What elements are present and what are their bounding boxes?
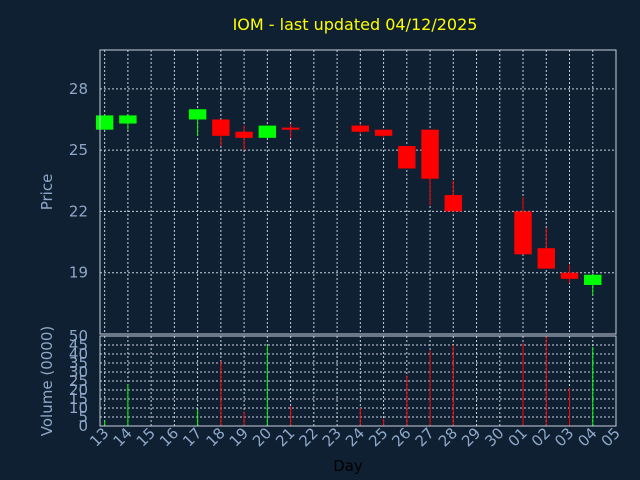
price-axis-label: Price <box>38 174 56 211</box>
volume-tick-label: 50 <box>69 327 88 345</box>
candle-body <box>374 129 393 136</box>
candle-body <box>188 109 207 120</box>
candle <box>398 146 416 169</box>
volume-tick-label: 40 <box>69 345 88 363</box>
price-grid <box>100 50 617 334</box>
candle-body <box>351 125 370 132</box>
price-ticks: 19 22 25 28 <box>69 80 88 282</box>
x-tick-label: 05 <box>598 424 624 450</box>
candle <box>351 123 370 134</box>
volume-tick-label: 0 <box>78 417 88 435</box>
volume-tick-label: 5 <box>78 408 88 426</box>
volume-tick-label: 35 <box>69 354 88 372</box>
volume-bars <box>104 336 594 426</box>
volume-grid <box>100 335 617 427</box>
candle <box>95 115 114 130</box>
candle-body <box>119 115 137 124</box>
x-ticks: 1314151617181920212223242526272829300102… <box>86 424 624 450</box>
candle-body <box>444 195 463 212</box>
candle <box>537 227 555 269</box>
price-tick-label: 19 <box>69 264 88 282</box>
candle <box>119 115 137 130</box>
candle <box>281 123 300 138</box>
candle-body <box>398 146 416 169</box>
candle <box>584 274 602 296</box>
price-tick-label: 28 <box>69 80 88 98</box>
candles <box>95 109 602 296</box>
candle-body <box>537 248 555 269</box>
volume-tick-label: 10 <box>69 399 88 417</box>
volume-tick-label: 25 <box>69 372 88 390</box>
candle <box>444 180 463 212</box>
candle-body <box>584 274 602 285</box>
candle <box>212 119 230 147</box>
price-tick-label: 25 <box>69 141 88 159</box>
volume-tick-label: 20 <box>69 381 88 399</box>
volume-frame <box>99 335 617 427</box>
candle-body <box>258 125 277 138</box>
candle <box>258 125 277 138</box>
candle-body <box>421 129 439 179</box>
candle-body <box>560 272 579 279</box>
candle-body <box>514 211 532 255</box>
chart-title: IOM - last updated 04/12/2025 <box>233 15 478 34</box>
candle <box>560 264 579 283</box>
candle-body <box>281 127 300 130</box>
volume-tick-label: 15 <box>69 390 88 408</box>
candle <box>188 109 207 136</box>
candle <box>514 197 532 255</box>
volume-axis-label: Volume (0000) <box>38 326 56 436</box>
candle-body <box>95 115 114 130</box>
candle <box>235 125 253 151</box>
price-frame <box>99 49 617 335</box>
candle-body <box>235 131 253 138</box>
price-tick-label: 22 <box>69 202 88 220</box>
x-axis-label: Day <box>333 457 363 475</box>
candle-body <box>212 119 230 136</box>
volume-tick-label: 45 <box>69 336 88 354</box>
price-panel: 19 22 25 28 Price <box>38 49 617 335</box>
candle <box>374 129 393 138</box>
candle <box>421 129 439 206</box>
volume-tick-label: 30 <box>69 363 88 381</box>
